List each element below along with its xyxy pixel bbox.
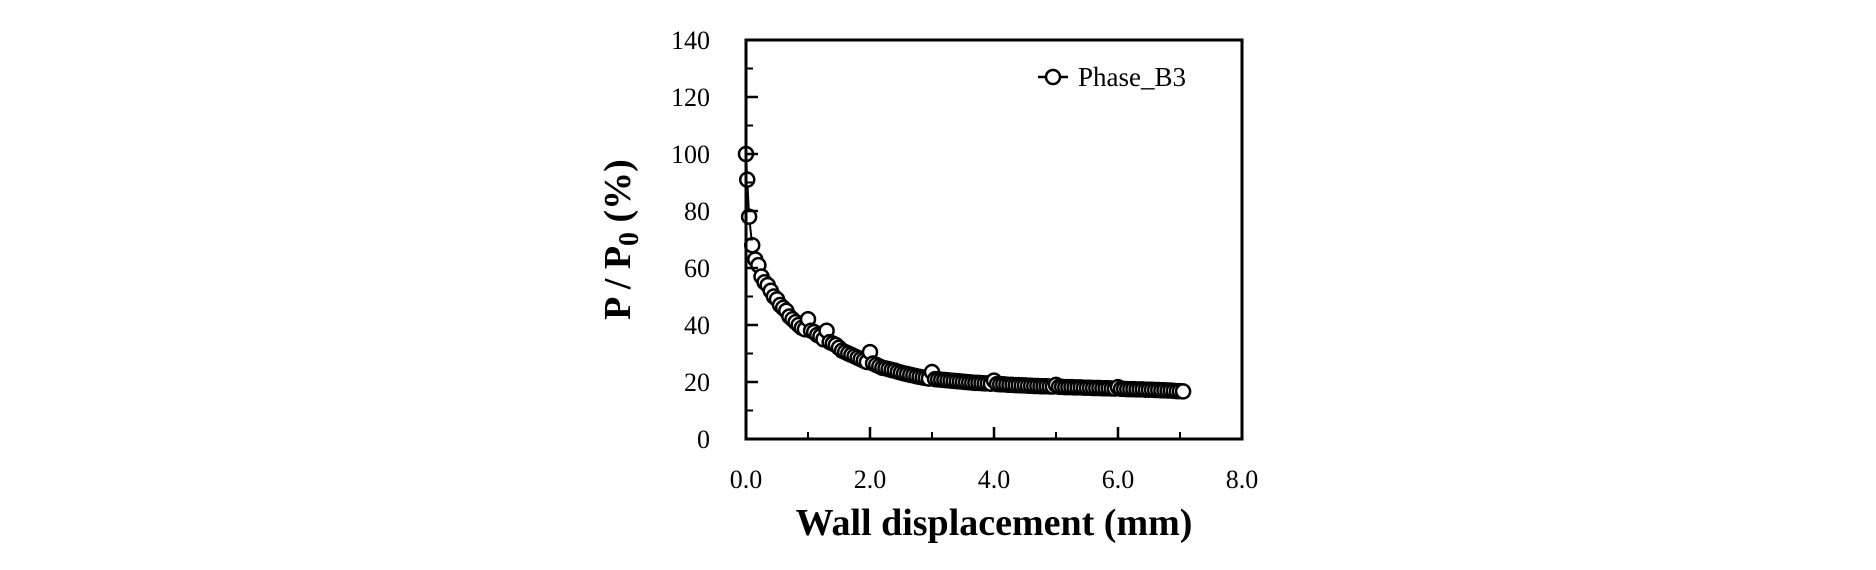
x-tick-label: 2.0	[854, 465, 887, 494]
legend-label: Phase_B3	[1078, 62, 1186, 92]
y-axis-title: P / P0 (%)	[597, 159, 645, 320]
y-tick-label: 20	[684, 368, 710, 397]
x-tick-label: 4.0	[978, 465, 1011, 494]
legend: Phase_B3	[1038, 62, 1186, 92]
y-tick-label: 80	[684, 197, 710, 226]
x-tick-label: 8.0	[1226, 465, 1259, 494]
x-tick-label: 0.0	[730, 465, 763, 494]
data-point	[1174, 383, 1192, 400]
y-tick-label: 100	[671, 140, 710, 169]
series-line	[745, 153, 1184, 393]
y-axis-title-subscript: 0	[614, 232, 645, 246]
y-axis-title-suffix: (%)	[597, 159, 639, 232]
y-tick-label: 0	[697, 425, 710, 454]
series-layer	[737, 145, 1192, 400]
y-axis-title-main: P / P	[597, 246, 639, 320]
y-tick-label: 60	[684, 254, 710, 283]
x-tick-label: 6.0	[1102, 465, 1135, 494]
legend-marker	[1044, 68, 1062, 86]
y-tick-label: 140	[671, 26, 710, 55]
axes-layer: 0 20 40 60 80 100 120 140 0.0 2.0 4.0 6.0 8.0	[671, 26, 1258, 494]
y-tick-label: 40	[684, 311, 710, 340]
x-axis-title: Wall displacement (mm)	[796, 502, 1193, 544]
y-tick-label: 120	[671, 83, 710, 112]
